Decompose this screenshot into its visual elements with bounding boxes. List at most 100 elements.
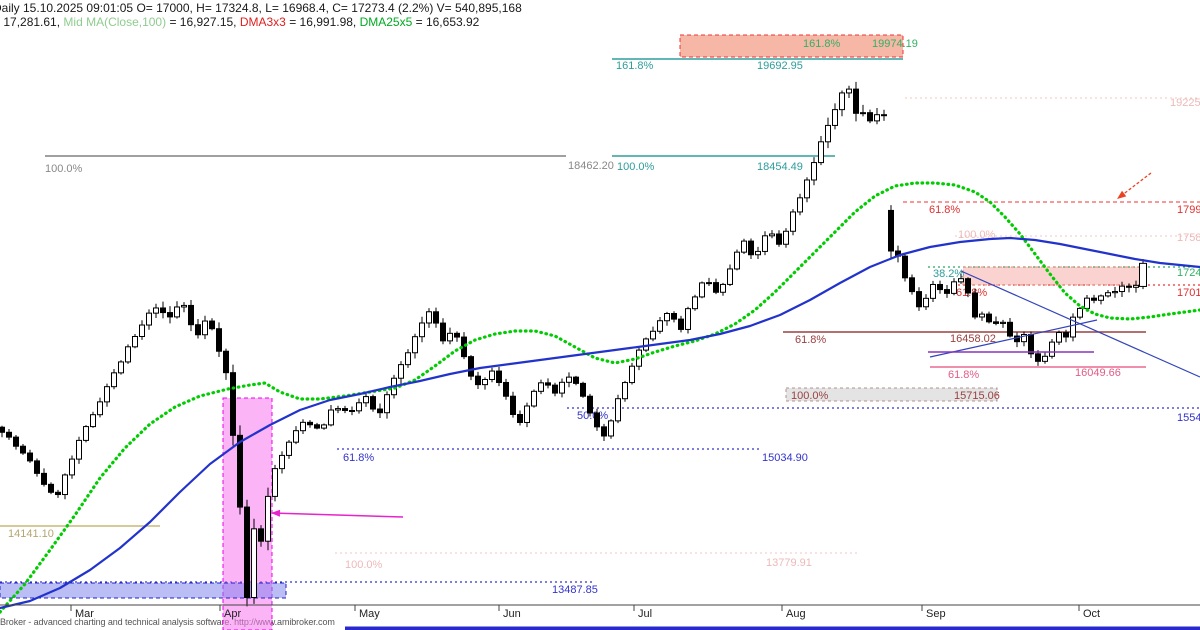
candle-up: [489, 370, 495, 380]
level-label: 13487.85: [552, 584, 598, 596]
candle-down: [468, 356, 474, 377]
candle-down: [965, 278, 971, 294]
candle-down: [440, 322, 446, 342]
candle-up: [1049, 341, 1055, 357]
month-label-jun: Jun: [503, 608, 521, 620]
level-label: 17585: [1177, 232, 1200, 244]
candle-up: [286, 441, 292, 456]
candle-up: [62, 474, 68, 496]
candle-down: [1063, 332, 1069, 338]
candle-up: [727, 268, 733, 285]
candle-up: [657, 320, 663, 332]
candle-up: [293, 430, 299, 443]
candle-down: [314, 424, 320, 429]
candle-down: [307, 421, 313, 426]
candle-up: [524, 405, 530, 423]
red-dashed-arrow: [1123, 172, 1152, 195]
candle-up: [405, 352, 411, 366]
candle-up: [783, 230, 789, 245]
candle-down: [545, 382, 551, 386]
candle-up: [622, 382, 628, 400]
candle-down: [601, 426, 607, 437]
candle-up: [328, 409, 334, 426]
candle-down: [216, 328, 222, 352]
candles-layer: [0, 81, 1147, 607]
candle-up: [97, 401, 103, 416]
candle-up: [1119, 285, 1125, 293]
bottom-blue-bar: [345, 626, 1200, 630]
candle-up: [300, 421, 306, 432]
resistance-box-right: [962, 266, 1147, 286]
level-label: 18454.49: [757, 161, 803, 173]
candle-up: [419, 322, 425, 338]
candle-up: [923, 297, 929, 308]
candle-down: [188, 304, 194, 326]
level-label: 19692.95: [757, 60, 803, 72]
candle-up: [1139, 262, 1147, 287]
candle-down: [0, 426, 5, 433]
candle-down: [48, 483, 54, 493]
candle-up: [426, 311, 432, 324]
level-label: 100.0%: [617, 161, 655, 173]
level-label: 100.0%: [345, 559, 383, 571]
candle-up: [538, 382, 544, 392]
level-label: 18462.20: [568, 160, 614, 172]
candle-up: [1056, 332, 1062, 343]
candle-down: [377, 408, 383, 414]
candle-up: [174, 306, 180, 318]
indicator-title-segment: = 16,927.15,: [166, 15, 240, 29]
candle-down: [27, 452, 33, 462]
month-label-oct: Oct: [1083, 608, 1100, 620]
candle-down: [167, 312, 173, 318]
candle-down: [503, 381, 509, 397]
candle-up: [69, 458, 75, 476]
candle-down: [1126, 285, 1132, 288]
candle-down: [13, 436, 19, 447]
candle-down: [867, 112, 873, 122]
candle-up: [643, 338, 649, 351]
candle-down: [993, 321, 999, 324]
level-label: 100.0%: [791, 390, 829, 402]
month-label-apr: Apr: [224, 608, 241, 620]
candle-up: [566, 376, 572, 383]
candle-down: [909, 277, 915, 293]
level-label: 15034.90: [762, 452, 808, 464]
magenta-arrow: [279, 512, 404, 518]
candle-up: [664, 313, 670, 322]
candle-up: [706, 282, 712, 285]
candle-down: [433, 311, 439, 324]
candle-up: [1098, 295, 1104, 301]
candle-down: [986, 313, 992, 323]
candle-down: [41, 472, 47, 485]
candle-up: [139, 324, 145, 338]
candle-up: [769, 233, 775, 237]
candle-down: [517, 413, 523, 423]
level-label: 15715.06: [954, 390, 1000, 402]
candle-down: [916, 291, 922, 308]
level-label: 17995: [1177, 204, 1200, 216]
candle-up: [1077, 307, 1083, 318]
magenta-arrow-head: [271, 509, 281, 517]
candle-up: [755, 250, 761, 256]
candle-up: [930, 283, 936, 299]
candle-down: [944, 289, 950, 294]
candle-down: [244, 506, 250, 599]
candle-up: [741, 240, 747, 253]
candle-down: [888, 209, 894, 252]
indicator-title-segment: DMA25x5: [359, 15, 413, 29]
level-label: 17243: [1177, 267, 1200, 279]
candle-down: [454, 332, 460, 338]
candle-up: [181, 304, 187, 308]
candle-down: [1028, 334, 1034, 355]
candle-up: [874, 114, 880, 122]
candle-up: [90, 414, 96, 428]
level-label: 61.8%: [948, 369, 979, 381]
candle-up: [335, 408, 341, 411]
candle-down: [230, 372, 236, 436]
level-label: 50.0%: [577, 410, 608, 422]
candle-up: [265, 495, 271, 542]
candle-up: [356, 402, 362, 412]
candle-down: [237, 434, 243, 508]
level-label: 61.8%: [929, 204, 960, 216]
